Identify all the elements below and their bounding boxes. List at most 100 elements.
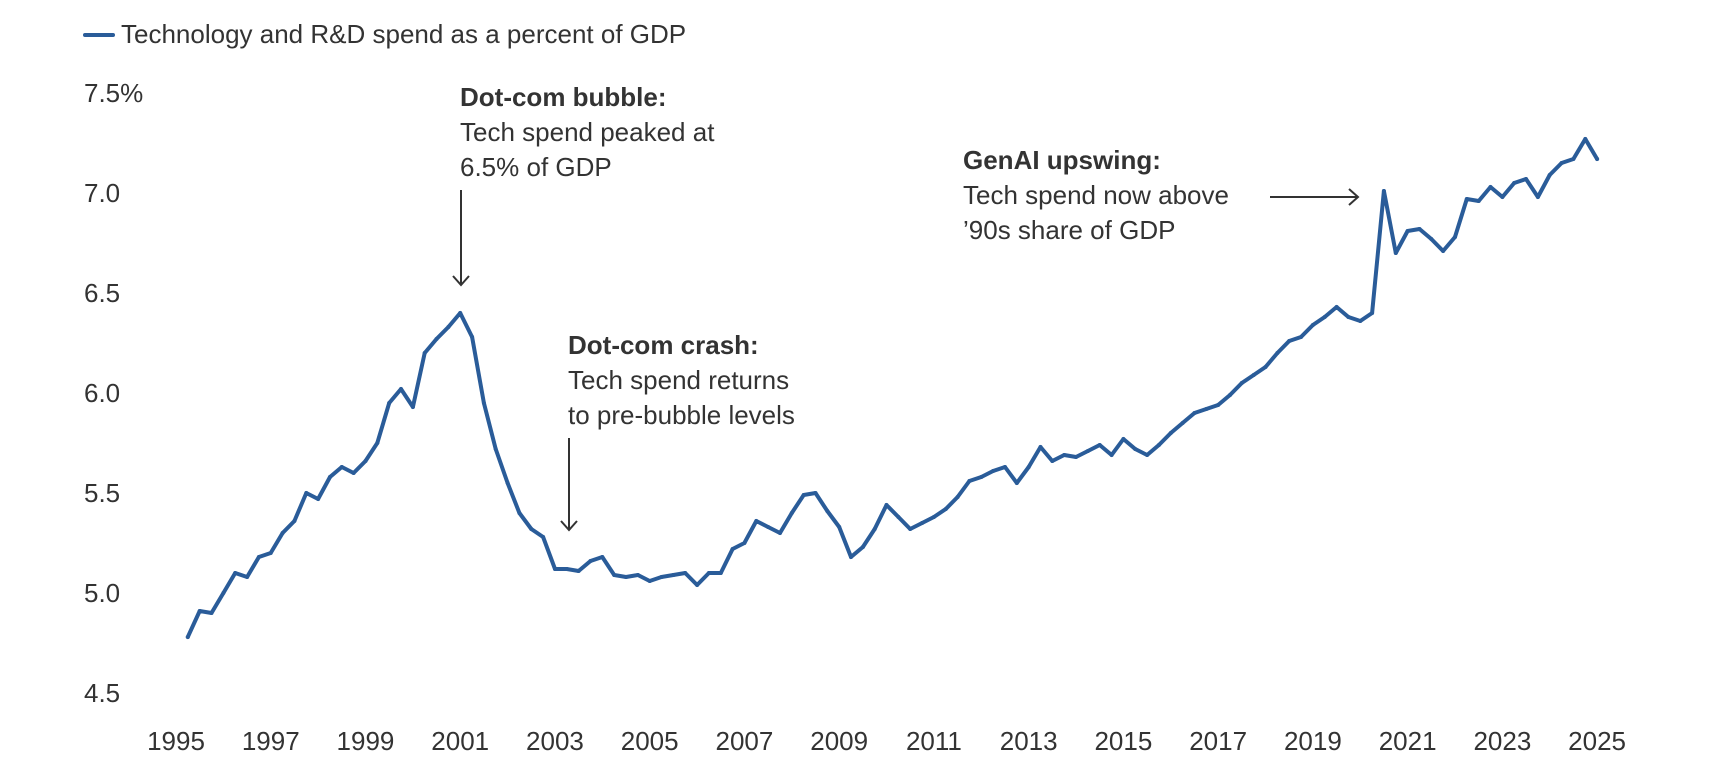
x-tick-label: 2025	[1568, 726, 1626, 756]
data-point	[233, 571, 238, 575]
crash-arrow	[560, 438, 578, 532]
data-point	[304, 491, 309, 495]
data-point	[1026, 465, 1031, 469]
data-point	[493, 447, 498, 451]
data-point	[1050, 459, 1055, 463]
data-point	[1192, 411, 1197, 415]
data-point	[1358, 319, 1363, 323]
data-point	[363, 459, 368, 463]
annotation-text: 6.5% of GDP	[460, 152, 612, 182]
data-point	[1583, 137, 1588, 141]
annotation-text: Tech spend now above	[963, 180, 1229, 210]
x-tick-label: 2001	[431, 726, 489, 756]
data-point	[1322, 315, 1327, 319]
data-point	[1441, 249, 1446, 253]
annotation-arrows	[452, 188, 1360, 532]
genai-arrow	[1270, 188, 1360, 206]
data-point	[221, 591, 226, 595]
x-tick-label: 2005	[621, 726, 679, 756]
x-tick-label: 2023	[1473, 726, 1531, 756]
data-point	[896, 515, 901, 519]
data-point	[1370, 311, 1375, 315]
data-point	[446, 325, 451, 329]
data-point	[801, 493, 806, 497]
data-point	[1239, 381, 1244, 385]
data-point	[1145, 453, 1150, 457]
data-point	[422, 351, 427, 355]
data-point	[979, 475, 984, 479]
annotation-text: ’90s share of GDP	[963, 215, 1176, 245]
data-point	[1168, 431, 1173, 435]
data-point	[1381, 189, 1386, 193]
annotation-dotcom-bubble: Dot-com bubble: Tech spend peaked at 6.5…	[460, 80, 714, 185]
data-point	[1109, 453, 1114, 457]
x-tick-label: 2013	[1000, 726, 1058, 756]
x-tick-label: 2009	[810, 726, 868, 756]
data-point	[742, 541, 747, 545]
annotation-text: Tech spend peaked at	[460, 117, 715, 147]
data-point	[1062, 453, 1067, 457]
data-point	[316, 497, 321, 501]
annotation-title: Dot-com bubble:	[460, 82, 667, 112]
data-point	[434, 337, 439, 341]
data-point	[1429, 237, 1434, 241]
y-tick-label: 5.5	[84, 478, 120, 508]
x-tick-label: 2021	[1379, 726, 1437, 756]
legend: Technology and R&D spend as a percent of…	[83, 19, 686, 50]
x-tick-label: 2007	[716, 726, 774, 756]
data-point	[659, 575, 664, 579]
data-point	[1228, 393, 1232, 397]
data-point	[931, 515, 936, 519]
data-point	[470, 335, 475, 339]
data-point	[778, 531, 782, 535]
series-points	[185, 137, 1600, 639]
data-point	[1074, 455, 1078, 459]
data-point	[1156, 443, 1161, 447]
annotation-title: GenAI upswing:	[963, 145, 1161, 175]
data-point	[1251, 373, 1256, 377]
x-tick-label: 1999	[337, 726, 395, 756]
data-point	[1571, 157, 1576, 161]
data-point	[730, 547, 735, 551]
data-point	[209, 611, 214, 615]
data-point	[1559, 161, 1564, 165]
data-point	[1488, 185, 1493, 189]
data-point	[635, 573, 640, 577]
data-point	[683, 571, 688, 575]
data-point	[1003, 465, 1007, 469]
y-tick-label: 5.0	[84, 578, 120, 608]
data-point	[813, 491, 818, 495]
data-point	[458, 311, 463, 315]
y-tick-label: 6.5	[84, 278, 120, 308]
annotation-text: Tech spend returns	[568, 365, 790, 395]
data-point	[1133, 447, 1138, 451]
data-point	[1512, 181, 1517, 185]
annotation-dotcom-crash: Dot-com crash: Tech spend returns to pre…	[568, 328, 795, 433]
y-axis: 7.5% 7.0 6.5 6.0 5.5 5.0 4.5	[84, 78, 143, 708]
data-point	[1038, 445, 1043, 449]
data-point	[1204, 407, 1209, 411]
data-point	[943, 507, 948, 511]
annotation-title: Dot-com crash:	[568, 330, 759, 360]
data-point	[505, 481, 510, 485]
data-point	[837, 525, 842, 529]
annotation-genai-upswing: GenAI upswing: Tech spend now above ’90s…	[963, 143, 1229, 248]
data-point	[718, 571, 723, 575]
series-line-tech-spend	[185, 137, 1600, 639]
data-point	[991, 469, 996, 473]
data-point	[588, 559, 593, 563]
legend-swatch	[83, 32, 115, 37]
data-point	[1299, 335, 1303, 339]
data-point	[1014, 481, 1019, 485]
data-point	[671, 573, 676, 577]
bubble-arrow	[452, 190, 470, 287]
y-tick-label: 4.5	[84, 678, 120, 708]
data-point	[1476, 199, 1481, 203]
data-point	[1524, 177, 1528, 181]
data-point	[387, 401, 392, 405]
data-point	[1393, 251, 1398, 255]
data-point	[185, 635, 190, 639]
data-point	[1263, 365, 1268, 369]
data-point	[1500, 195, 1505, 199]
